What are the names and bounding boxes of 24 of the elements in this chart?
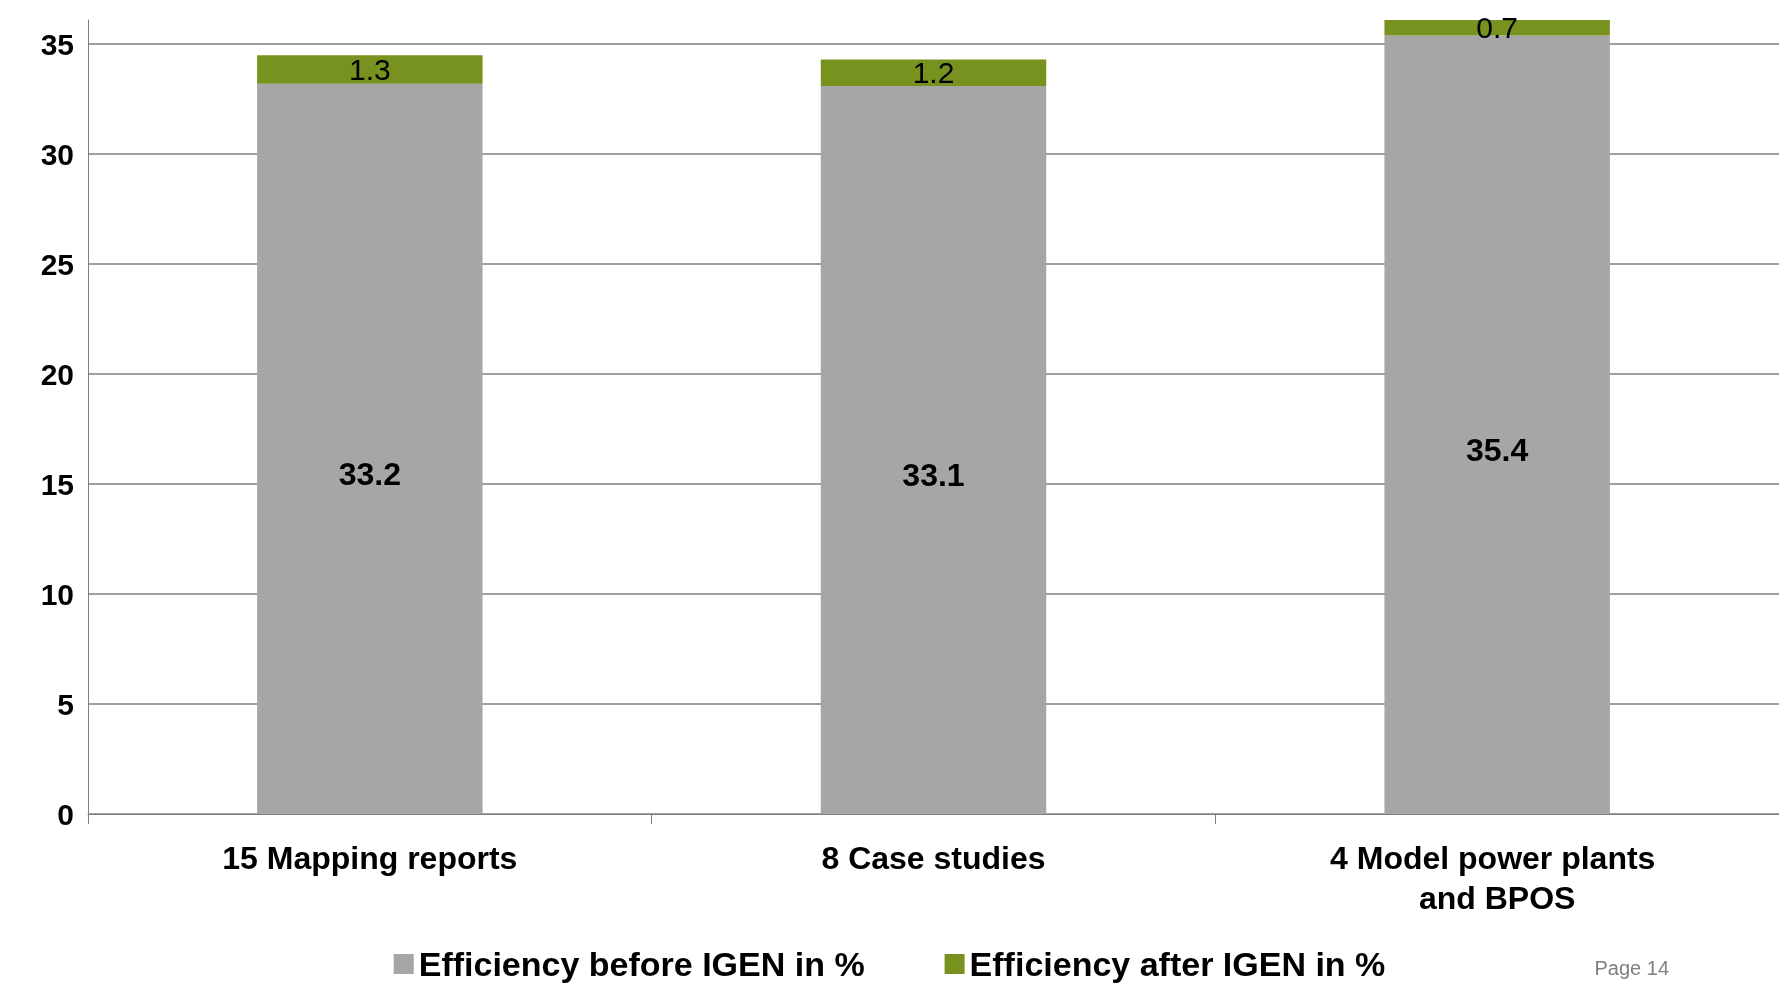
bar: [820, 59, 1047, 86]
y-tick-label: 20: [40, 357, 74, 391]
x-tick-label: 4 Model power plants and BPOS: [1330, 840, 1665, 916]
bar: [257, 55, 483, 84]
text: Page 14: [1594, 957, 1669, 979]
legend-label: Efficiency after IGEN in %: [969, 945, 1386, 983]
y-tick-label: 25: [40, 247, 74, 281]
y-tick-label: 35: [40, 27, 74, 61]
data-label: 1.2: [912, 56, 955, 90]
y-tick-label: 15: [40, 467, 74, 501]
x-tick-label: 8 Case studies: [821, 840, 1046, 876]
bar: [257, 83, 483, 814]
data-label: 35.4: [1466, 431, 1529, 468]
legend-label: Efficiency before IGEN in %: [418, 945, 865, 983]
y-tick-label: 30: [40, 137, 74, 171]
y-tick-label: 0: [57, 797, 74, 831]
y-tick-label: 10: [40, 577, 74, 611]
x-tick-label: 15 Mapping reports: [222, 840, 518, 876]
y-tick-label: 5: [57, 687, 74, 721]
data-label: 33.2: [338, 455, 401, 492]
bar: [820, 85, 1047, 814]
bar: [1384, 20, 1610, 36]
data-label: 33.1: [902, 456, 965, 493]
data-label: 1.3: [348, 52, 391, 86]
